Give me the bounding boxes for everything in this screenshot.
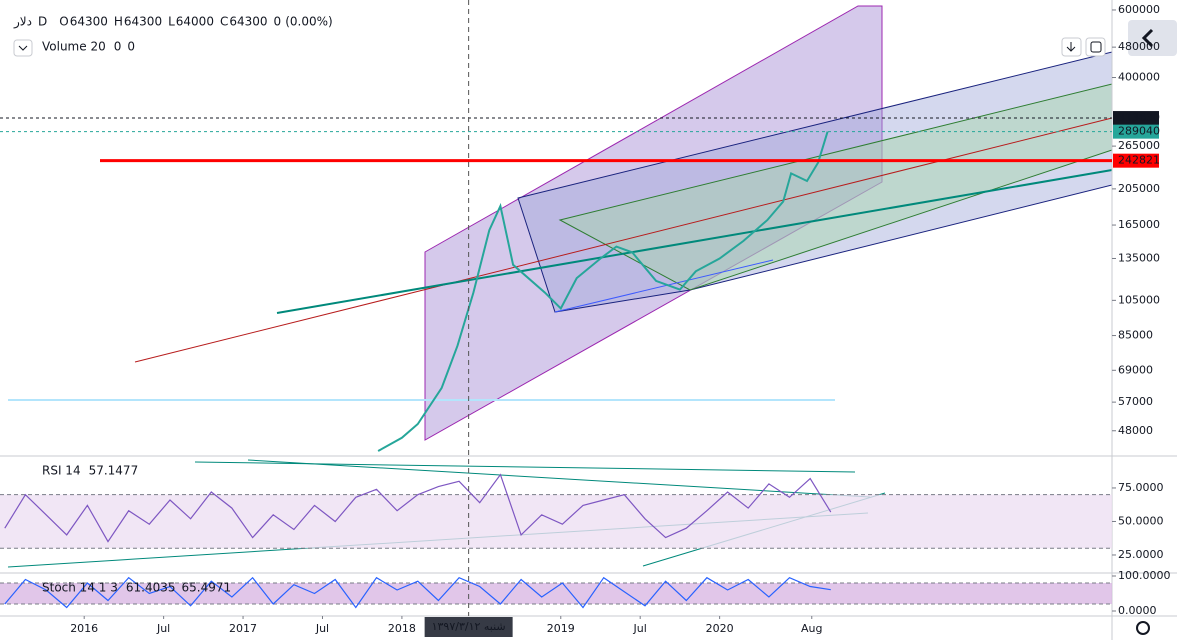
volume-value: 0 — [114, 40, 122, 54]
y-tick-label: 85000 — [1118, 329, 1153, 342]
interval: D — [38, 15, 47, 29]
settings-icon[interactable] — [1136, 621, 1150, 635]
y-tick-label: 165000 — [1118, 218, 1160, 231]
icon — [18, 45, 28, 51]
price-label: 242821 — [1118, 154, 1160, 167]
x-tick-label: Jul — [156, 622, 170, 635]
y-tick-label: 480000 — [1118, 40, 1160, 53]
y-tick-label: 205000 — [1118, 182, 1160, 195]
ohlc-label: H — [114, 15, 123, 29]
x-tick-label: 2016 — [70, 622, 98, 635]
ohlc-label: O — [59, 15, 68, 29]
crosshair-label-bg — [424, 617, 513, 637]
volume-label: Volume 20 — [42, 40, 106, 54]
y-tick-label: 135000 — [1118, 251, 1160, 264]
drawings — [7, 5, 1113, 568]
button[interactable] — [1128, 20, 1177, 56]
toolbar — [13, 20, 1177, 635]
x-tick-label: 2017 — [229, 622, 257, 635]
indicator-label: Stoch 14 1 3 — [42, 581, 118, 595]
y-tick-label: 400000 — [1118, 71, 1160, 84]
change-pct: (0.00%) — [285, 15, 332, 29]
x-tick-label: Jul — [315, 622, 329, 635]
icon — [1090, 41, 1102, 53]
y-tick-label: 48000 — [1118, 424, 1153, 437]
symbol: دلار — [13, 15, 32, 30]
ohlc-value: 64300 — [124, 15, 162, 29]
change: 0 — [274, 15, 282, 29]
indicator-value: 57.1477 — [89, 464, 139, 478]
crosshair-label: شنبه ۱۳۹۷/۳/۱۲ — [432, 620, 506, 633]
price-label-bg — [1113, 124, 1159, 139]
price-label: 313630 — [1118, 111, 1160, 124]
y-tick-label: 25.0000 — [1118, 548, 1164, 561]
indicator-value: 61.4035 — [126, 581, 176, 595]
trend-line — [247, 459, 871, 498]
icon — [1066, 42, 1076, 52]
y-tick-label: 105000 — [1118, 293, 1160, 306]
y-tick-label: 57000 — [1118, 395, 1153, 408]
parallel-channel — [424, 5, 883, 441]
ohlc-value: 64300 — [229, 15, 267, 29]
trend-line — [276, 169, 1113, 314]
series-line — [4, 576, 831, 609]
trend-line — [554, 259, 774, 313]
icon — [1141, 28, 1154, 48]
y-tick-label: 75.0000 — [1118, 481, 1164, 494]
y-tick-label: 600000 — [1118, 3, 1160, 16]
ohlc-label: L — [168, 15, 175, 29]
x-tick-label: Aug — [801, 622, 822, 635]
y-tick-label: 50.0000 — [1118, 514, 1164, 527]
y-tick-label: 265000 — [1118, 139, 1160, 152]
ohlc-value: 64300 — [70, 15, 108, 29]
ohlc-value: 64000 — [176, 15, 214, 29]
price-label-bg — [1113, 111, 1159, 126]
y-tick-label: 100.0000 — [1118, 569, 1171, 582]
series-line — [377, 131, 829, 452]
y-tick-label: 0.0000 — [1118, 604, 1157, 617]
indicator-label: RSI 14 — [42, 464, 81, 478]
ohlc-label: C — [220, 15, 228, 29]
price-label: 289040 — [1118, 125, 1160, 138]
x-tick-label: 2018 — [388, 622, 416, 635]
price-label-bg — [1113, 153, 1159, 168]
indicator-value: 65.4971 — [181, 581, 231, 595]
x-tick-label: Jul — [633, 622, 647, 635]
x-tick-label: 2019 — [547, 622, 575, 635]
button[interactable] — [1085, 37, 1106, 57]
trend-line — [134, 117, 1113, 363]
volume-value: 0 — [127, 40, 135, 54]
series-line — [4, 473, 832, 543]
y-tick-label: 69000 — [1118, 363, 1153, 376]
x-tick-label: 2020 — [706, 622, 734, 635]
button[interactable] — [13, 39, 33, 57]
